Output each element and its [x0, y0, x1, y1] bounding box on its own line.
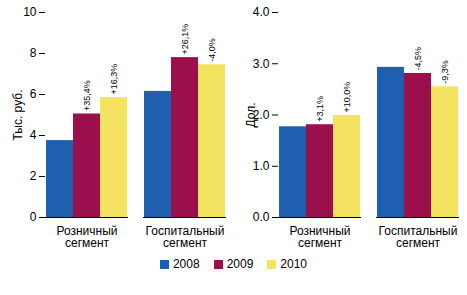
svg-text:4: 4 [30, 128, 37, 142]
svg-text:+26,1%: +26,1% [180, 24, 190, 55]
svg-text:Тыс. руб.: Тыс. руб. [11, 90, 25, 141]
svg-text:3.0: 3.0 [253, 57, 270, 71]
svg-text:Госпитальныйсегмент: Госпитальныйсегмент [146, 224, 225, 250]
svg-text:2: 2 [30, 169, 37, 183]
html-text:2009: 2009 [226, 257, 254, 271]
svg-text:+10,0%: +10,0% [342, 82, 352, 113]
svg-text:Розничныйсегмент: Розничныйсегмент [289, 224, 350, 250]
svg-text:+16,3%: +16,3% [109, 64, 119, 95]
svg-text:Дол.: Дол. [244, 102, 258, 127]
svg-text:Госпитальныйсегмент: Госпитальныйсегмент [379, 224, 458, 250]
html-text:2010: 2010 [280, 257, 307, 271]
svg-text:0: 0 [30, 210, 37, 224]
html-text:2008: 2008 [172, 257, 200, 271]
svg-text:+35,4%: +35,4% [82, 80, 92, 111]
svg-text:8: 8 [30, 46, 37, 60]
svg-text:-4,0%: -4,0% [207, 38, 217, 62]
svg-text:1.0: 1.0 [253, 159, 270, 173]
svg-text:2.0: 2.0 [252, 107, 270, 122]
svg-text:-9,3%: -9,3% [440, 60, 450, 84]
svg-text:0.0: 0.0 [253, 210, 270, 224]
svg-text:10: 10 [23, 5, 37, 19]
svg-text:4.0: 4.0 [253, 5, 270, 19]
svg-text:6: 6 [30, 87, 37, 101]
svg-text:-4,5%: -4,5% [413, 47, 423, 71]
svg-text:Розничныйсегмент: Розничныйсегмент [56, 224, 117, 250]
svg-text:+3,1%: +3,1% [315, 96, 325, 122]
